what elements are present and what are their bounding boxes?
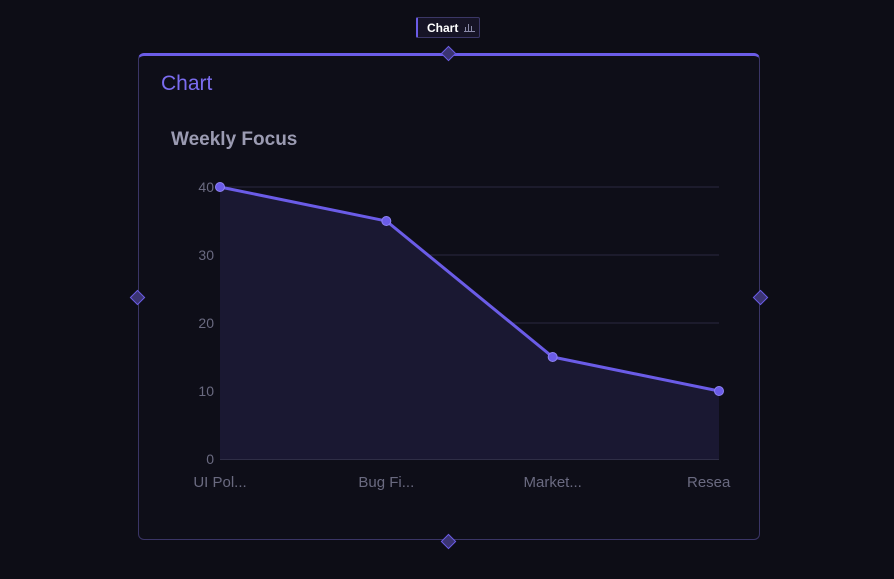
data-point-1[interactable] (381, 216, 392, 226)
data-point-2[interactable] (547, 352, 558, 362)
data-point-0[interactable] (215, 182, 225, 192)
y-axis-ticks: 0 10 20 30 40 (198, 179, 214, 467)
data-point-3[interactable] (714, 386, 724, 396)
x-axis-categories: UI Pol... Bug Fi... Market... Resea (193, 474, 731, 491)
y-tick-label: 20 (198, 315, 214, 331)
y-tick-label: 10 (198, 383, 214, 399)
widget-type-tag[interactable]: Chart (416, 17, 480, 38)
widget-type-label: Chart (427, 20, 459, 35)
series-line (218, 185, 721, 393)
bar-chart-icon (464, 23, 476, 32)
chart-title: Weekly Focus (171, 129, 297, 150)
x-category-label: Resea (687, 474, 731, 491)
y-tick-label: 30 (198, 247, 214, 263)
x-category-label: Market... (523, 474, 581, 491)
area-fill (220, 187, 719, 459)
data-points (215, 182, 724, 396)
y-tick-label: 0 (206, 451, 214, 467)
y-tick-label: 40 (198, 179, 214, 195)
x-category-label: Bug Fi... (358, 474, 414, 491)
panel-title: Chart (161, 72, 213, 95)
x-category-label: UI Pol... (193, 474, 246, 491)
